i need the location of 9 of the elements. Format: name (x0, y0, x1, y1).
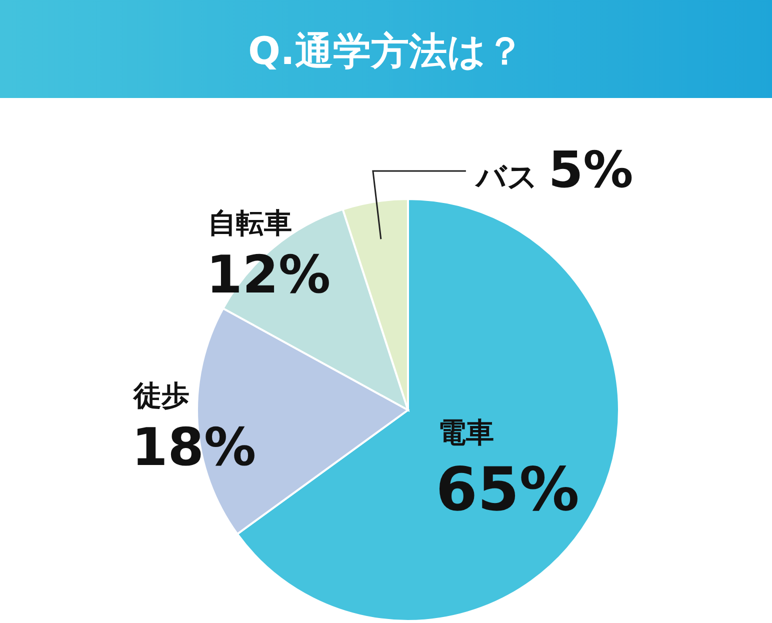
data-label: 18% (132, 418, 256, 478)
data-label: 5% (548, 141, 634, 199)
slice-label: 電車 (438, 416, 494, 449)
data-label: 12% (206, 246, 331, 306)
chart-title: Q.通学方法は？ (248, 29, 524, 73)
slice-label: バス (474, 160, 548, 195)
slice-label: 徒歩 (132, 378, 190, 412)
data-label: 65% (436, 454, 580, 525)
slice-label: 自転車 (208, 206, 292, 240)
